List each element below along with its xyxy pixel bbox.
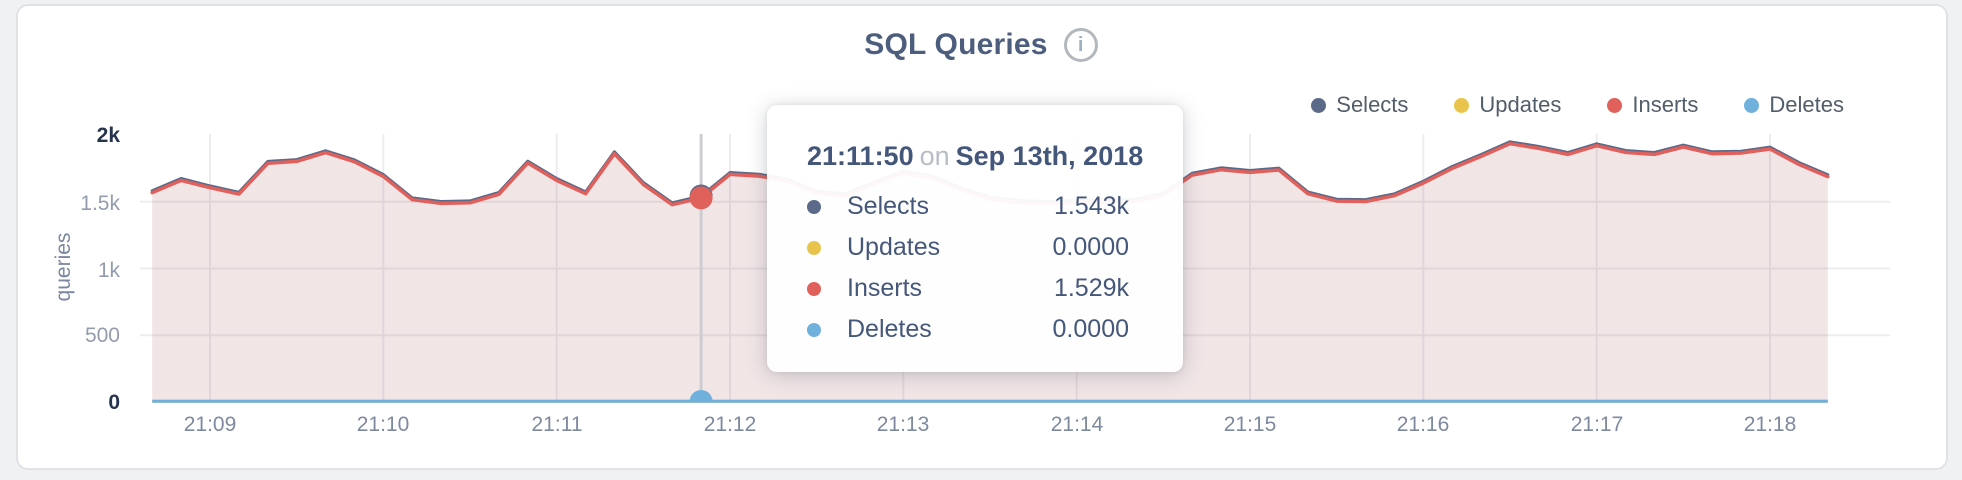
x-tick: 21:14 xyxy=(1050,413,1104,436)
x-tick: 21:15 xyxy=(1223,413,1277,436)
tooltip-row-label: Deletes xyxy=(847,315,932,343)
tooltip-date: Sep 13th, 2018 xyxy=(955,141,1144,171)
tooltip-time: 21:11:50 xyxy=(807,141,914,171)
tooltip-row-value: 0.0000 xyxy=(1052,233,1129,261)
x-tick: 21:16 xyxy=(1396,413,1450,436)
inserts-dot-icon xyxy=(1607,97,1623,113)
chart-title: SQL Queries xyxy=(864,28,1048,61)
tooltip-on-word: on xyxy=(919,141,950,171)
y-tick-2k: 2k xyxy=(96,124,120,147)
legend-item-selects[interactable]: Selects xyxy=(1311,92,1408,118)
x-tick: 21:12 xyxy=(703,413,757,436)
chart-legend: Selects Updates Inserts Deletes xyxy=(1311,92,1844,118)
legend-item-updates[interactable]: Updates xyxy=(1454,92,1561,118)
tooltip-row-value: 0.0000 xyxy=(1052,315,1129,343)
tooltip-row-inserts: Inserts 1.529k xyxy=(807,268,1129,309)
x-tick: 21:18 xyxy=(1743,413,1797,436)
deletes-dot-icon xyxy=(807,322,821,337)
x-tick: 21:13 xyxy=(876,413,930,436)
tooltip-row-value: 1.543k xyxy=(1053,192,1129,220)
updates-dot-icon xyxy=(1454,97,1470,113)
chart-header: SQL Queries i xyxy=(0,28,1962,62)
legend-label: Selects xyxy=(1336,92,1409,117)
chart-tooltip: 21:11:50 on Sep 13th, 2018 Selects 1.543k … xyxy=(767,105,1183,372)
selects-dot-icon xyxy=(1311,97,1327,113)
y-tick-0: 0 xyxy=(108,391,120,414)
legend-item-deletes[interactable]: Deletes xyxy=(1744,92,1844,118)
x-tick: 21:10 xyxy=(356,413,410,436)
y-tick-1k: 1k xyxy=(97,259,120,282)
legend-label: Inserts xyxy=(1632,92,1699,117)
tooltip-row-selects: Selects 1.543k xyxy=(807,186,1129,227)
legend-label: Updates xyxy=(1479,92,1562,117)
y-tick-1_5k: 1.5k xyxy=(80,192,120,215)
tooltip-row-value: 1.529k xyxy=(1053,274,1129,302)
tooltip-row-updates: Updates 0.0000 xyxy=(807,227,1129,268)
legend-label: Deletes xyxy=(1769,92,1844,117)
tooltip-row-label: Selects xyxy=(847,192,929,220)
tooltip-row-label: Inserts xyxy=(847,274,923,302)
inserts-dot-icon xyxy=(807,281,821,296)
info-icon[interactable]: i xyxy=(1063,28,1098,62)
tooltip-row-deletes: Deletes 0.0000 xyxy=(807,309,1129,350)
updates-dot-icon xyxy=(807,240,821,255)
tooltip-row-label: Updates xyxy=(847,233,941,261)
deletes-dot-icon xyxy=(1744,97,1760,113)
x-tick: 21:11 xyxy=(531,413,583,436)
legend-item-inserts[interactable]: Inserts xyxy=(1607,92,1698,118)
selects-dot-icon xyxy=(807,199,821,214)
info-icon-glyph: i xyxy=(1077,33,1084,56)
x-tick: 21:09 xyxy=(183,413,237,436)
tooltip-header: 21:11:50 on Sep 13th, 2018 xyxy=(807,141,1143,172)
x-tick: 21:17 xyxy=(1570,413,1624,436)
y-tick-500: 500 xyxy=(84,324,120,347)
